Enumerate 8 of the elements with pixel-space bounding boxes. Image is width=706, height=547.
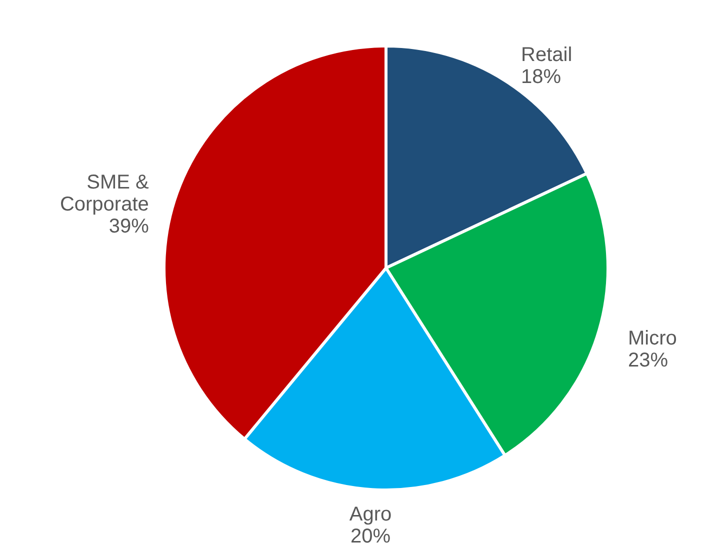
slice-label: Agro (349, 504, 392, 526)
data-label: 18% (521, 66, 562, 88)
data-label: 39% (108, 216, 150, 238)
data-label: 23% (628, 349, 668, 372)
slice-label: Micro (628, 327, 677, 350)
data-label: 20% (350, 526, 391, 547)
slice-label: Retail (521, 44, 572, 66)
slice-label: SME & Corporate (60, 172, 150, 216)
